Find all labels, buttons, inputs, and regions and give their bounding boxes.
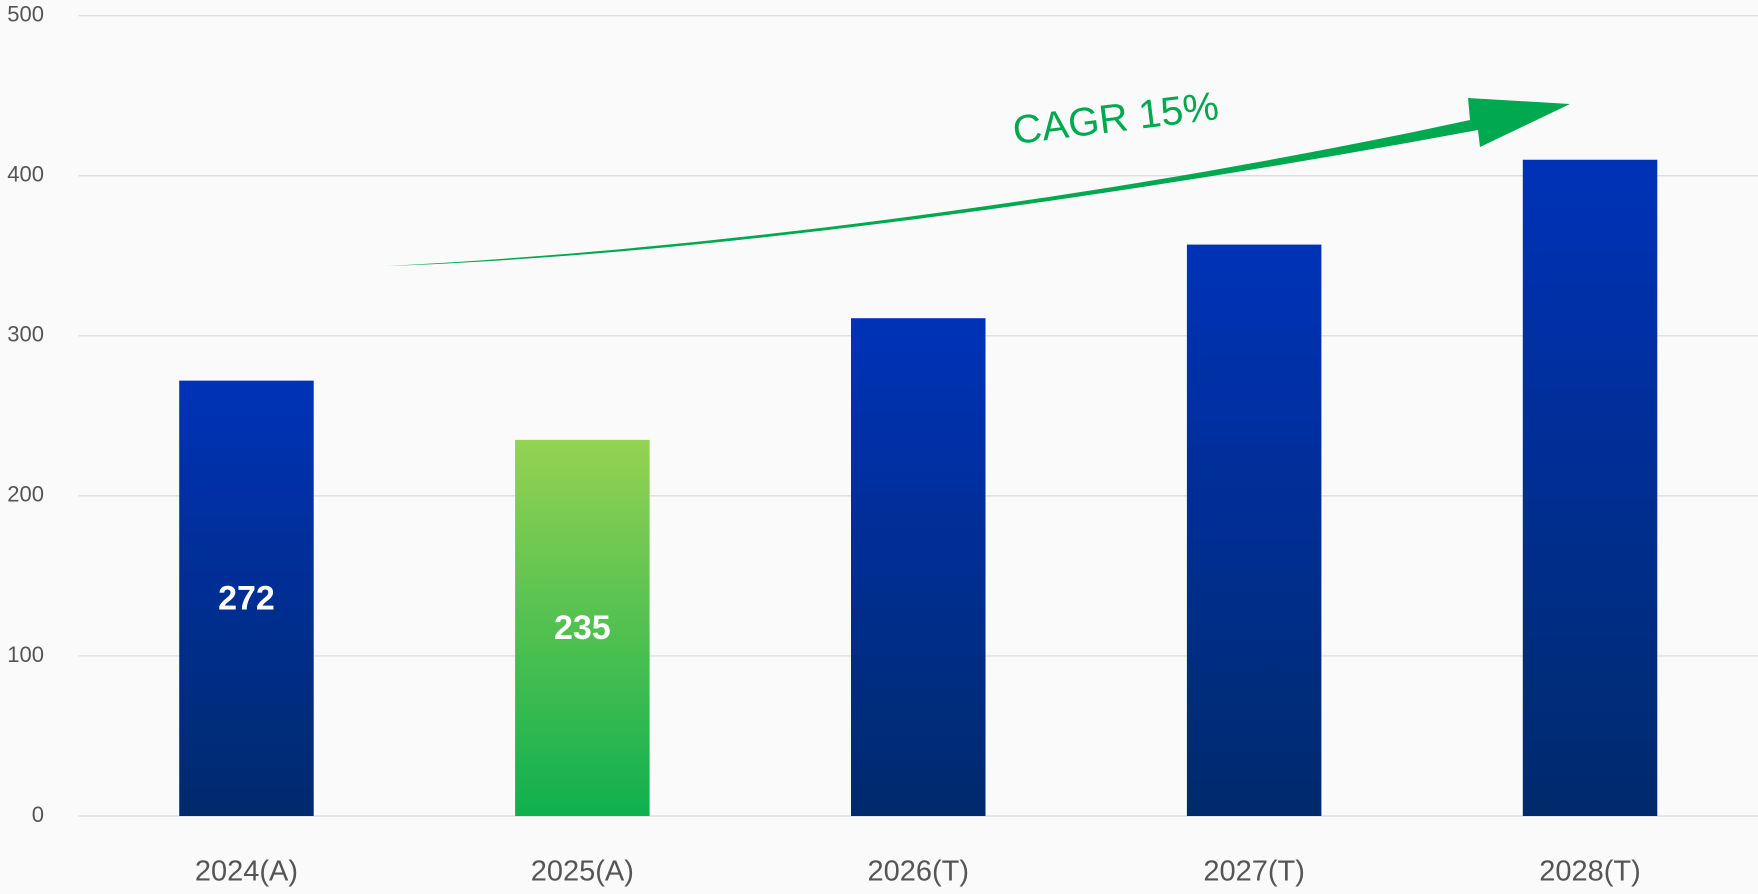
x-tick-label: 2027(T)	[1203, 856, 1305, 888]
y-tick-label: 200	[7, 482, 44, 507]
x-tick-label: 2026(T)	[867, 856, 969, 888]
y-tick-label: 100	[7, 642, 44, 667]
bar	[1186, 244, 1322, 816]
bar	[851, 318, 986, 816]
y-tick-label: 400	[7, 162, 44, 187]
y-tick-label: 500	[7, 2, 44, 27]
value-label: 235	[554, 609, 611, 647]
bar	[515, 439, 650, 816]
cagr-arrow	[387, 98, 1570, 266]
y-tick-label: 0	[32, 802, 44, 827]
bar	[179, 380, 314, 816]
value-label: 272	[218, 579, 275, 617]
x-tick-label: 2024(A)	[195, 856, 298, 888]
annotation: CAGR 15%	[1010, 84, 1221, 153]
x-tick-label: 2028(T)	[1539, 856, 1641, 888]
bar	[1522, 159, 1658, 816]
x-tick-label: 2025(A)	[531, 856, 634, 888]
y-tick-label: 300	[7, 322, 44, 347]
